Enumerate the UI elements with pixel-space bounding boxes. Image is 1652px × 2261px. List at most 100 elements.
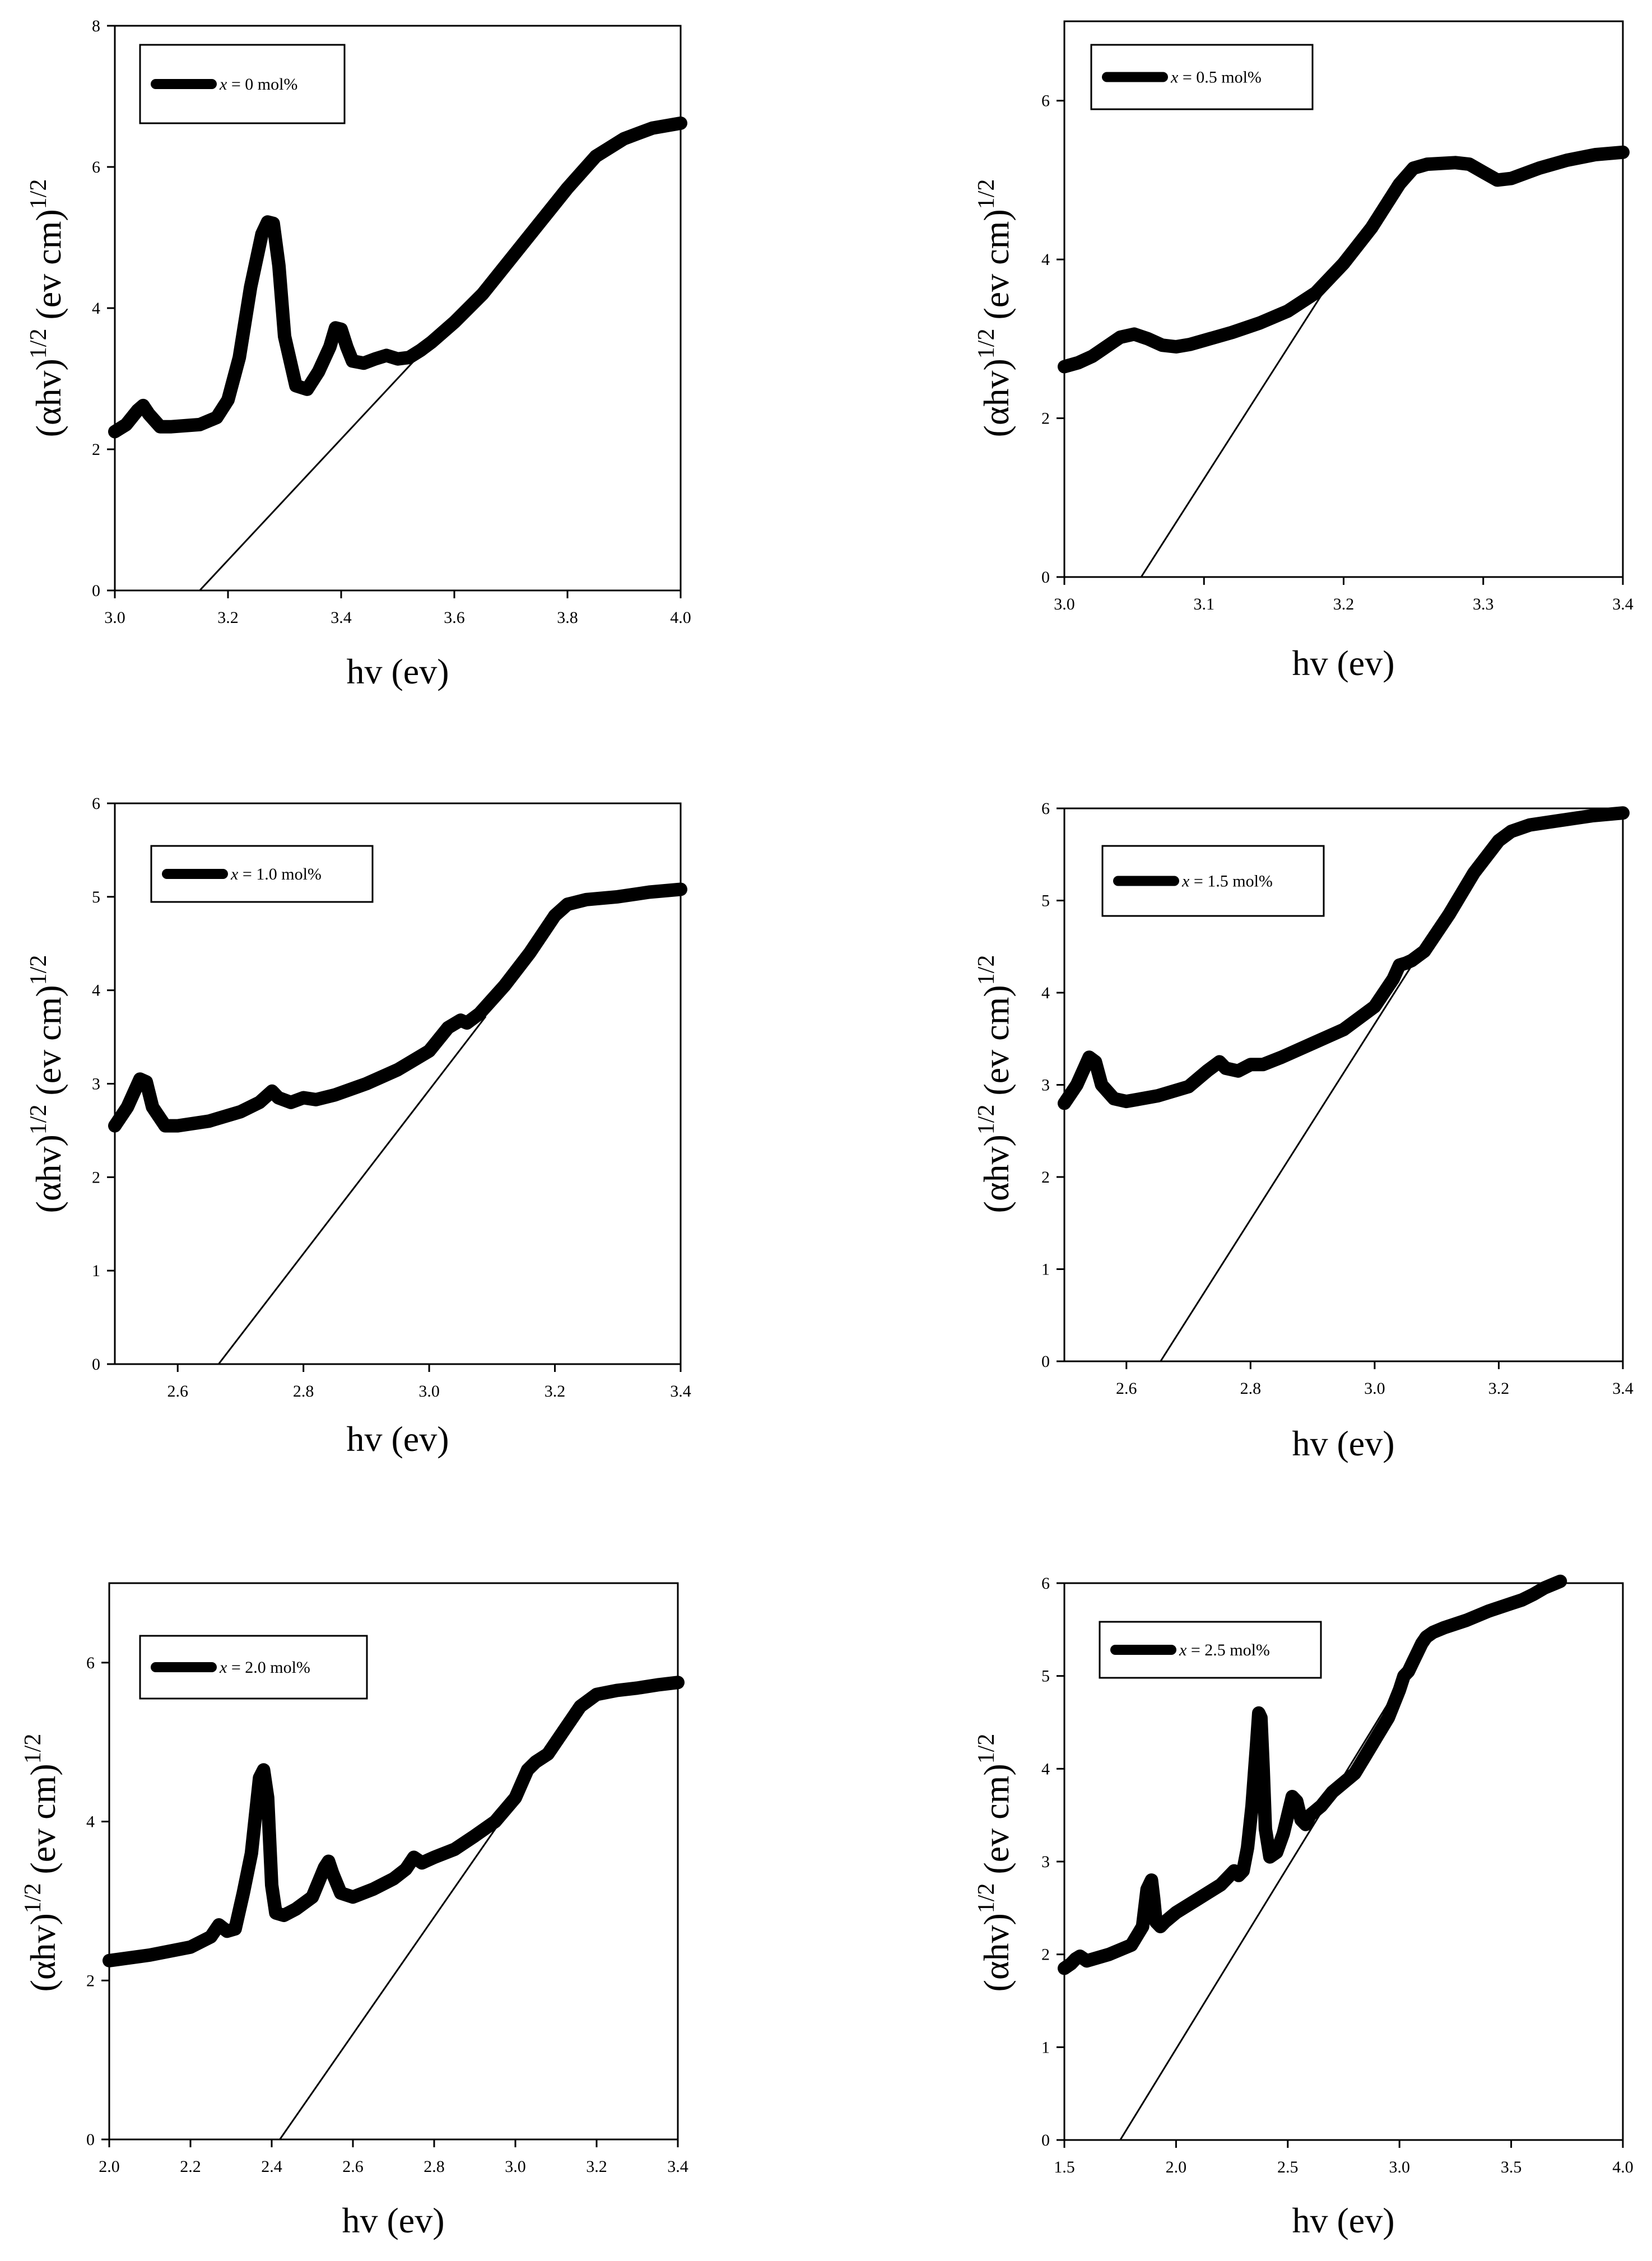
- series-line: [103, 1676, 685, 1967]
- legend-label: x = 1.0 mol%: [230, 865, 322, 883]
- y-tick-label: 0: [1041, 2131, 1050, 2150]
- y-tick-label: 4: [92, 981, 100, 1000]
- x-tick-label: 2.0: [99, 2157, 120, 2176]
- y-tick-label: 0: [86, 2130, 95, 2149]
- legend-value: = 1.5 mol%: [1189, 872, 1273, 891]
- tangent-line: [1119, 1666, 1412, 2141]
- x-tick-label: 2.6: [1116, 1379, 1137, 1398]
- legend: x = 0.5 mol%: [1090, 44, 1314, 110]
- y-tick-label: 1: [92, 1262, 100, 1280]
- y-tick-label: 0: [1041, 568, 1050, 587]
- y-tick-label: 5: [1041, 892, 1050, 910]
- series-line: [1058, 145, 1630, 374]
- y-tick-label: 2: [1041, 1168, 1050, 1187]
- y-tick-label: 4: [92, 299, 100, 318]
- legend-variable: x: [1179, 1641, 1187, 1659]
- y-tick-label: 6: [92, 158, 100, 176]
- y-tick-label: 1: [1041, 2038, 1050, 2057]
- legend-label: x = 0 mol%: [219, 75, 297, 94]
- tangent-line: [217, 1016, 487, 1365]
- x-tick-label: 4.0: [1612, 2158, 1634, 2176]
- x-tick-label: 3.4: [670, 1382, 691, 1401]
- legend-label: x = 2.5 mol%: [1179, 1641, 1270, 1659]
- y-tick-label: 3: [92, 1075, 100, 1094]
- x-axis-label: hv (ev): [1292, 643, 1394, 683]
- y-tick-label: 0: [1041, 1352, 1050, 1371]
- y-tick-label: 4: [1041, 984, 1050, 1002]
- y-tick-label: 0: [92, 581, 100, 600]
- legend-value: = 2.5 mol%: [1186, 1641, 1270, 1659]
- y-tick-label: 1: [1041, 1260, 1050, 1279]
- y-tick-label: 6: [86, 1654, 95, 1672]
- x-tick-label: 3.4: [667, 2157, 688, 2176]
- x-tick-label: 3.2: [586, 2157, 607, 2176]
- y-axis-label: (αhv)1/2 (ev cm)1/2: [20, 1734, 63, 1992]
- y-tick-label: 0: [92, 1355, 100, 1374]
- x-axis-label: hv (ev): [1292, 1423, 1394, 1463]
- y-axis-label: (αhv)1/2 (ev cm)1/2: [974, 1734, 1016, 1992]
- x-tick-label: 3.1: [1194, 595, 1215, 613]
- legend-variable: x: [219, 75, 227, 94]
- y-tick-label: 6: [1041, 799, 1050, 818]
- legend-variable: x: [219, 1658, 227, 1677]
- y-axis-label: (αhv)1/2 (ev cm)1/2: [974, 179, 1016, 438]
- x-tick-label: 2.8: [424, 2157, 445, 2176]
- series-line: [108, 116, 687, 439]
- y-tick-label: 2: [92, 1168, 100, 1187]
- x-tick-label: 2.4: [261, 2157, 282, 2176]
- legend-value: = 0.5 mol%: [1178, 68, 1262, 87]
- tangent-line: [1160, 960, 1416, 1362]
- y-tick-label: 4: [86, 1813, 95, 1831]
- panel-x-0-5: hv (ev) (αhv)1/2 (ev cm)1/2 3.0 3.1 3.2 3.3…: [974, 20, 1634, 683]
- legend-variable: x: [230, 865, 239, 883]
- x-tick-label: 3.2: [545, 1382, 566, 1401]
- y-tick-label: 6: [1041, 1574, 1050, 1593]
- x-tick-label: 2.5: [1277, 2158, 1299, 2176]
- x-tick-label: 2.6: [167, 1382, 188, 1401]
- y-tick-label: 2: [86, 1971, 95, 1990]
- y-tick-label: 3: [1041, 1076, 1050, 1095]
- y-axis-label: (αhv)1/2 (ev cm)1/2: [974, 955, 1016, 1213]
- panel-x-1-0: hv (ev) (αhv)1/2 (ev cm)1/2 2.6 2.8 3.0 3.2…: [26, 794, 691, 1459]
- x-tick-label: 3.2: [1333, 595, 1355, 613]
- y-tick-label: 2: [92, 440, 100, 459]
- x-tick-label: 2.8: [1240, 1379, 1262, 1398]
- x-tick-label: 3.8: [557, 608, 578, 627]
- y-tick-label: 6: [1041, 92, 1050, 110]
- series-line: [1058, 1574, 1567, 1975]
- x-tick-label: 3.5: [1501, 2158, 1522, 2176]
- x-tick-label: 3.4: [331, 608, 352, 627]
- y-tick-label: 6: [92, 794, 100, 813]
- legend: x = 0 mol%: [139, 44, 346, 124]
- panel-x-0: hv (ev) (αhv)1/2 (ev cm)1/2 3.0 3.2 3.4 3.6…: [26, 17, 691, 691]
- legend-label: x = 1.5 mol%: [1181, 872, 1273, 891]
- legend-label: x = 2.0 mol%: [219, 1658, 310, 1677]
- x-tick-label: 2.6: [342, 2157, 364, 2176]
- legend-variable: x: [1170, 68, 1179, 87]
- tangent-line: [279, 1817, 504, 2140]
- y-tick-label: 2: [1041, 410, 1050, 428]
- tangent-line: [1140, 271, 1338, 578]
- y-tick-label: 3: [1041, 1853, 1050, 1871]
- legend-value: = 0 mol%: [227, 75, 297, 94]
- legend-variable: x: [1181, 872, 1190, 891]
- tangent-line: [199, 341, 432, 592]
- x-axis-label: hv (ev): [342, 2200, 444, 2240]
- x-tick-label: 2.2: [180, 2157, 201, 2176]
- legend-label: x = 0.5 mol%: [1170, 68, 1262, 87]
- x-tick-label: 3.0: [104, 608, 125, 627]
- x-tick-label: 3.3: [1473, 595, 1494, 613]
- x-tick-label: 3.0: [1389, 2158, 1410, 2176]
- y-tick-label: 4: [1041, 250, 1050, 269]
- x-tick-label: 4.0: [670, 608, 691, 627]
- series-line: [108, 882, 687, 1133]
- plot-frame: [108, 1582, 679, 2141]
- x-tick-label: 3.2: [217, 608, 239, 627]
- legend: x = 1.0 mol%: [150, 845, 374, 903]
- legend: x = 2.0 mol%: [139, 1635, 368, 1700]
- x-axis-label: hv (ev): [1292, 2200, 1394, 2240]
- legend: x = 1.5 mol%: [1101, 845, 1325, 917]
- x-tick-label: 2.0: [1166, 2158, 1187, 2176]
- legend-value: = 1.0 mol%: [238, 865, 322, 883]
